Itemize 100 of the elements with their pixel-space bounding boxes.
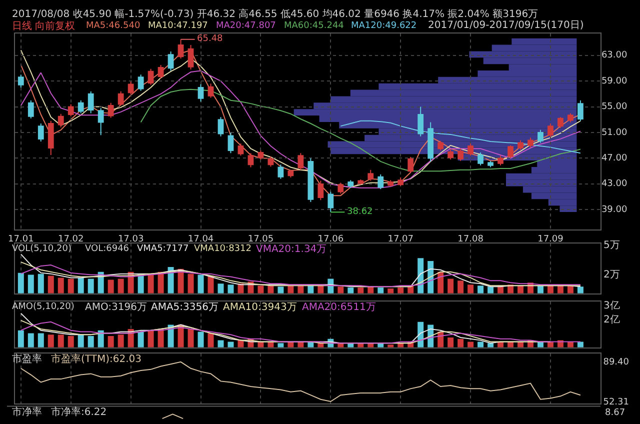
y-tick-label: 2亿 — [603, 314, 620, 326]
y-tick-label: 52.31 — [603, 397, 630, 408]
chart-subtitle: 日线 向前复权 — [12, 20, 76, 32]
bar — [18, 330, 24, 348]
candlestick — [348, 180, 354, 188]
x-tick-label: 17.08 — [458, 234, 484, 244]
bar — [278, 286, 284, 294]
y-tick-label: 55.00 — [601, 102, 628, 112]
bar — [188, 274, 194, 294]
bar — [348, 288, 354, 294]
bar — [138, 274, 144, 294]
candlestick — [228, 132, 234, 154]
candlestick — [58, 113, 64, 128]
candlestick — [498, 155, 504, 166]
candlestick — [198, 84, 204, 102]
x-tick-label: 17.06 — [318, 234, 344, 244]
annotation: 65.48 — [197, 34, 224, 44]
series-label: VMA5:7177 — [137, 244, 189, 254]
x-tick-label: 17.02 — [58, 234, 84, 244]
bar — [198, 274, 204, 294]
candlestick — [128, 81, 134, 96]
y-tick-label: 43.00 — [601, 179, 628, 190]
candlestick — [478, 152, 484, 166]
annotation: AMO:3196万 — [85, 302, 147, 313]
bar — [68, 336, 74, 348]
bar — [208, 333, 214, 348]
candlestick — [538, 129, 544, 144]
y-tick-label: 59.00 — [601, 76, 628, 86]
candlestick — [328, 191, 334, 213]
candlestick — [18, 74, 24, 88]
bar — [38, 274, 44, 294]
bar — [378, 288, 384, 294]
bar — [468, 342, 474, 348]
bar — [28, 333, 34, 348]
bar — [48, 334, 54, 348]
text: MA20:47.807 — [216, 21, 276, 31]
candlestick — [488, 160, 494, 168]
bar — [278, 343, 284, 348]
text: MA5:46.540 — [86, 21, 140, 31]
x-tick-label: 17.01 — [8, 234, 34, 244]
bar — [458, 280, 464, 294]
bar — [188, 328, 194, 348]
candlestick — [68, 104, 74, 117]
bar — [577, 286, 584, 294]
candlestick — [238, 142, 244, 156]
bar — [478, 286, 484, 294]
text: MA120:49.622 — [351, 21, 417, 31]
candlestick — [518, 140, 524, 150]
bar — [68, 278, 74, 294]
candlestick — [428, 122, 434, 162]
bar — [228, 284, 234, 294]
bar — [398, 288, 404, 294]
candlestick — [508, 144, 514, 159]
candlestick — [208, 83, 214, 98]
candlestick — [408, 156, 414, 173]
text: MA10:47.197 — [148, 21, 208, 31]
text: AMA10:3943万 — [223, 302, 297, 313]
candlestick — [218, 116, 224, 137]
candlestick — [558, 116, 564, 129]
bar — [198, 332, 204, 348]
bar — [158, 328, 164, 348]
bar — [58, 278, 64, 294]
candlestick — [398, 177, 404, 186]
x-tick-label: 17.04 — [188, 234, 214, 244]
candlestick — [78, 100, 84, 114]
bar — [388, 288, 394, 294]
bar — [78, 334, 84, 348]
bar — [48, 276, 54, 294]
bar — [88, 336, 94, 348]
candlestick — [278, 164, 284, 180]
bar — [258, 286, 264, 294]
bar — [478, 342, 484, 348]
y-tick-label: 47.00 — [601, 153, 628, 164]
candlestick — [308, 158, 314, 202]
candlestick — [288, 169, 294, 178]
text: 市净率:6.22 — [51, 406, 107, 418]
bar — [148, 330, 154, 348]
candlestick — [468, 142, 474, 156]
candlestick — [438, 140, 444, 152]
candlestick — [528, 137, 534, 148]
bar — [108, 336, 114, 348]
candlestick — [458, 148, 464, 162]
bar — [18, 272, 24, 294]
candlestick — [258, 150, 264, 160]
candlestick — [298, 152, 304, 170]
chart-title: 市盈率 — [12, 353, 42, 365]
bar — [78, 278, 84, 294]
text: AMA20:6511万 — [302, 302, 376, 313]
bar — [98, 330, 104, 348]
candlestick — [368, 169, 374, 182]
text: 8.67 — [605, 408, 626, 418]
bar — [108, 280, 114, 294]
chart-title: AMO(5,10,20) — [12, 302, 74, 312]
annotation: VOL:6946 — [85, 244, 130, 254]
bar — [358, 288, 364, 294]
candlestick — [138, 74, 144, 92]
bar — [488, 286, 494, 294]
chart-title: VOL(5,10,20) — [12, 244, 72, 254]
text: 市净率 — [12, 406, 42, 418]
bar — [148, 274, 154, 294]
